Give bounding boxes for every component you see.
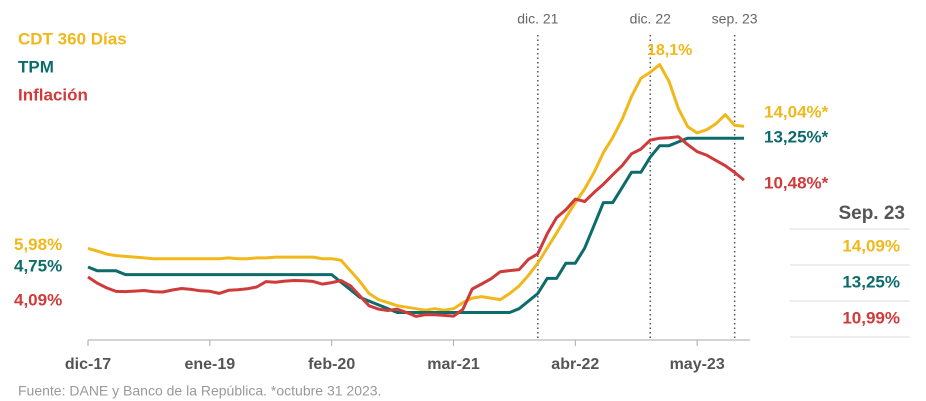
table-value: 13,25% (842, 272, 900, 291)
series-line (87, 136, 744, 314)
end-label: 14,04%* (764, 103, 829, 122)
reference-label: dic. 22 (630, 11, 671, 27)
reference-label: sep. 23 (712, 11, 758, 27)
x-tick-label: feb-20 (308, 356, 355, 373)
x-tick-label: mar-21 (427, 356, 480, 373)
series-line (87, 135, 745, 318)
table-value: 10,99% (842, 308, 900, 327)
table-title: Sep. 23 (838, 203, 905, 224)
end-label: 13,25%* (764, 128, 829, 147)
end-label: 10,48%* (764, 174, 829, 193)
start-label: 4,09% (14, 290, 62, 309)
reference-label: dic. 21 (517, 11, 558, 27)
x-tick-label: may-23 (670, 356, 725, 373)
x-tick-label: dic-17 (65, 356, 111, 373)
legend-label: Inflación (18, 85, 88, 104)
series-line (87, 63, 745, 312)
table-value: 14,09% (842, 236, 900, 255)
x-tick-label: ene-19 (184, 356, 235, 373)
start-label: 4,75% (14, 256, 62, 275)
peak-label: 18,1% (647, 42, 692, 59)
x-tick-label: abr-22 (551, 356, 599, 373)
legend-label: TPM (18, 57, 54, 76)
legend-label: CDT 360 Días (18, 29, 127, 48)
start-label: 5,98% (14, 235, 62, 254)
source: Fuente: DANE y Banco de la República. *o… (18, 383, 381, 399)
